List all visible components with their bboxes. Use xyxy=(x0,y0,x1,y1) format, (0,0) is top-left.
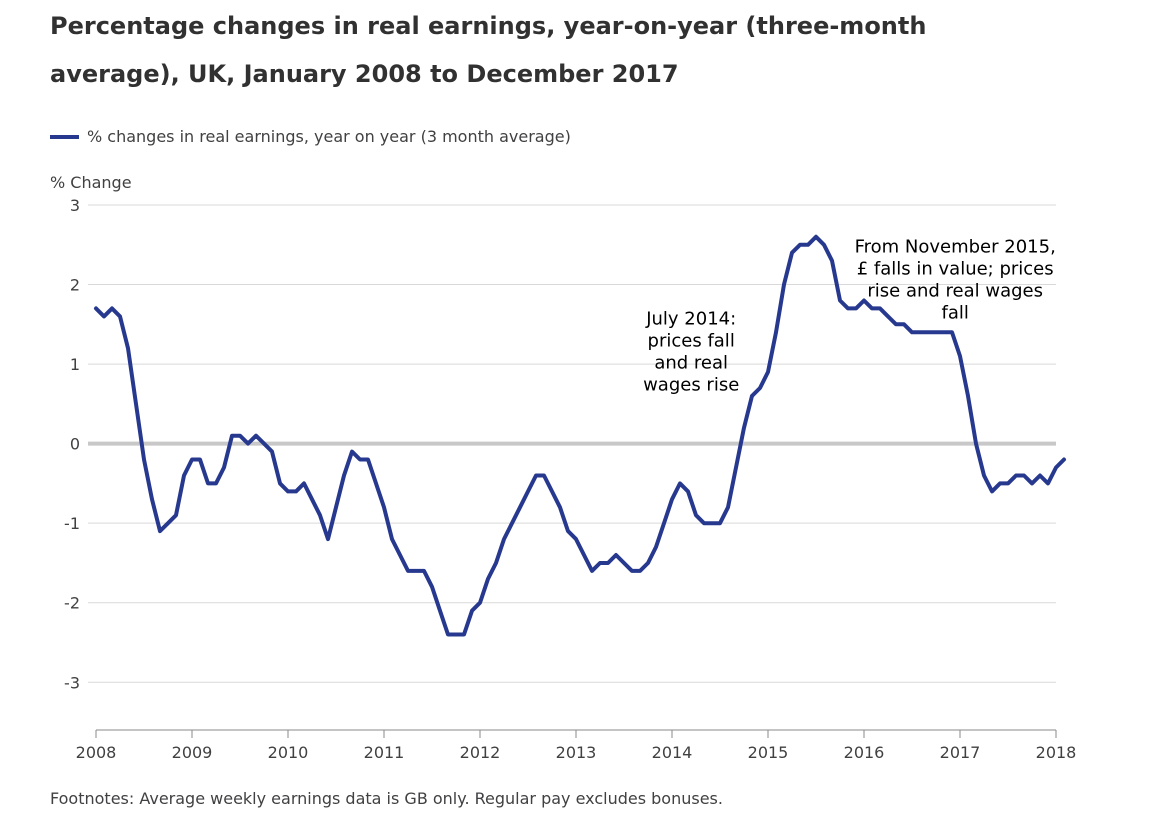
y-axis-ticks: 3 2 1 0 -1 -2 -3 xyxy=(64,196,80,692)
y-tick-label: 0 xyxy=(70,435,80,454)
series-line-real-earnings xyxy=(94,234,1066,637)
y-tick-label: 1 xyxy=(70,355,80,374)
legend-swatch xyxy=(50,134,79,139)
y-tick-label: -3 xyxy=(64,673,80,692)
annotation-0-line: July 2014: xyxy=(645,308,736,329)
annotation-0-line: wages rise xyxy=(643,374,739,395)
y-tick-label: -1 xyxy=(64,514,80,533)
y-tick-label: -2 xyxy=(64,594,80,613)
legend-label: % changes in real earnings, year on year… xyxy=(87,127,571,146)
x-tick-label: 2015 xyxy=(748,743,789,762)
y-tick-label: 3 xyxy=(70,196,80,215)
footnote: Footnotes: Average weekly earnings data … xyxy=(50,789,723,808)
x-axis: 2008 2009 2010 2011 2012 2013 2014 2015 2016 2017… xyxy=(76,729,1077,762)
annotation-1-line: fall xyxy=(942,303,969,324)
x-tick-label: 2009 xyxy=(172,743,213,762)
legend: % changes in real earnings, year on year… xyxy=(50,127,571,146)
y-tick-label: 2 xyxy=(70,276,80,295)
annotation-1-line: £ falls in value; prices xyxy=(857,259,1054,280)
x-tick-label: 2014 xyxy=(652,743,693,762)
annotation-1-line: rise and real wages xyxy=(867,281,1043,302)
x-tick-label: 2013 xyxy=(556,743,597,762)
x-tick-label: 2008 xyxy=(76,743,117,762)
annotation-1-line: From November 2015, xyxy=(855,237,1056,258)
chart-title: Percentage changes in real earnings, yea… xyxy=(50,12,927,88)
x-tick-label: 2012 xyxy=(460,743,501,762)
series-group xyxy=(94,234,1066,637)
x-tick-label: 2011 xyxy=(364,743,405,762)
x-tick-label: 2016 xyxy=(844,743,885,762)
annotation-0-line: and real xyxy=(654,352,728,373)
x-tick-label: 2017 xyxy=(940,743,981,762)
y-axis-label: % Change xyxy=(50,173,132,192)
x-tick-label: 2010 xyxy=(268,743,309,762)
x-tick-label: 2018 xyxy=(1036,743,1077,762)
annotation-0-line: prices fall xyxy=(648,330,735,351)
